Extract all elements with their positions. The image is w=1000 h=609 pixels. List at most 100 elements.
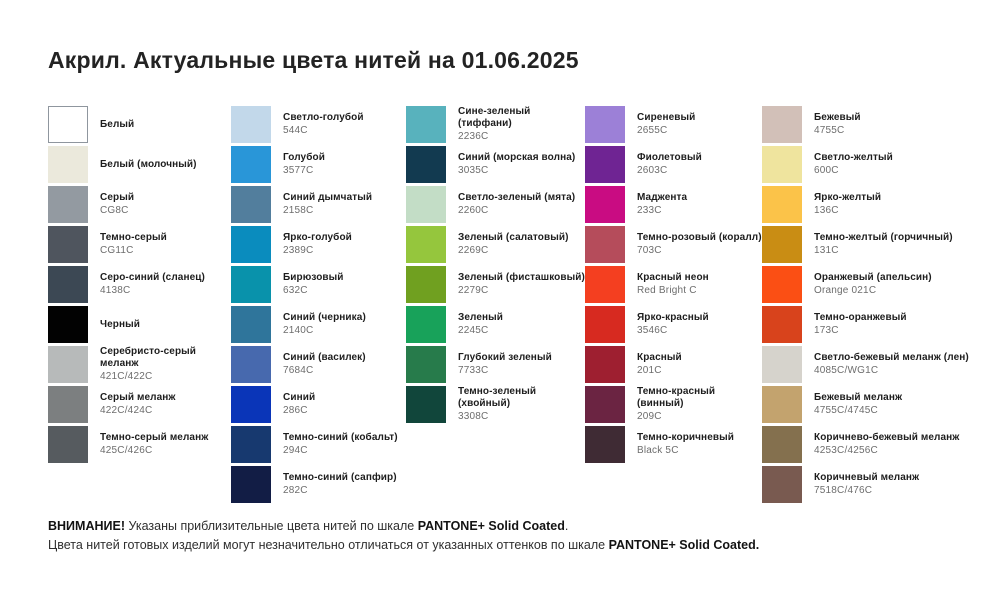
pantone-code: 422C/424C [100, 405, 153, 416]
color-row: Зеленый (фисташковый) 2279C [406, 266, 585, 303]
color-swatch [406, 106, 446, 143]
color-row: Серо-синий (сланец) 4138C [48, 266, 231, 303]
pantone-code: 2389C [283, 245, 314, 256]
color-name: Бирюзовый [283, 272, 344, 283]
color-label: Синий дымчатый 2158C [283, 192, 403, 217]
color-row: Синий дымчатый 2158C [231, 186, 406, 223]
color-row: Темно-оранжевый 173C [762, 306, 977, 343]
color-label: Ярко-желтый 136C [814, 192, 974, 217]
pantone-code: 421C/422C [100, 371, 153, 382]
footer-line-2: Цвета нитей готовых изделий могут незнач… [48, 536, 759, 555]
color-name: Темно-серый меланж [100, 432, 209, 443]
color-label: Черный [100, 319, 210, 331]
color-name: Темно-красный (винный) [637, 386, 716, 409]
color-row: Коричнево-бежевый меланж 4253C/4256C [762, 426, 977, 463]
pantone-code: 7733C [458, 365, 489, 376]
color-swatch [231, 106, 271, 143]
color-swatch [585, 306, 625, 343]
pantone-code: 4138C [100, 285, 131, 296]
pantone-brand: PANTONE+ Solid Coated. [608, 538, 760, 552]
pantone-code: 201C [637, 365, 662, 376]
color-row: Светло-голубой 544C [231, 106, 406, 143]
color-name: Темно-синий (кобальт) [283, 432, 398, 443]
color-name: Ярко-голубой [283, 232, 352, 243]
color-label: Синий (черника) 2140C [283, 312, 403, 337]
color-label: Зеленый (салатовый) 2269C [458, 232, 585, 257]
color-label: Белый (молочный) [100, 159, 210, 171]
color-name: Светло-бежевый меланж (лен) [814, 352, 969, 363]
pantone-brand: PANTONE+ Solid Coated [417, 519, 565, 533]
pantone-code: 294C [283, 445, 308, 456]
color-name: Светло-желтый [814, 152, 893, 163]
page-title: Акрил. Актуальные цвета нитей на 01.06.2… [48, 47, 579, 73]
color-label: Сиреневый 2655C [637, 112, 762, 137]
color-swatch [762, 306, 802, 343]
pantone-code: Orange 021C [814, 285, 877, 296]
color-name: Фиолетовый [637, 152, 702, 163]
color-row: Белый (молочный) [48, 146, 231, 183]
pantone-code: 3546C [637, 325, 668, 336]
color-row: Красный 201C [585, 346, 762, 383]
color-label: Коричнево-бежевый меланж 4253C/4256C [814, 432, 974, 457]
color-name: Белый [100, 118, 135, 130]
color-swatch [762, 346, 802, 383]
color-row: Светло-зеленый (мята) 2260C [406, 186, 585, 223]
color-row: Темно-красный (винный) 209C [585, 386, 762, 423]
color-row: Красный неон Red Bright C [585, 266, 762, 303]
color-label: Ярко-голубой 2389C [283, 232, 403, 257]
color-swatch [231, 146, 271, 183]
color-name: Серебристо-серый меланж [100, 346, 197, 369]
color-row: Ярко-голубой 2389C [231, 226, 406, 263]
color-swatch [762, 426, 802, 463]
pantone-code: Black 5C [637, 445, 679, 456]
color-swatch [762, 226, 802, 263]
color-label: Бирюзовый 632C [283, 272, 403, 297]
pantone-code: 544C [283, 125, 308, 136]
pantone-code: 282C [283, 485, 308, 496]
color-name: Зеленый [458, 312, 504, 323]
color-label: Светло-голубой 544C [283, 112, 403, 137]
color-swatch [585, 426, 625, 463]
color-name: Бежевый меланж [814, 392, 903, 403]
color-name: Коричневый меланж [814, 472, 920, 483]
color-label: Серый меланж 422C/424C [100, 392, 210, 417]
color-swatch [48, 146, 88, 183]
color-column-purples-reds: Сиреневый 2655C Фиолетовый 2603C Маджента 233… [585, 106, 762, 506]
color-name: Зеленый (салатовый) [458, 232, 569, 243]
color-swatch [231, 386, 271, 423]
color-swatch [762, 266, 802, 303]
color-swatch [48, 226, 88, 263]
color-row: Темно-коричневый Black 5C [585, 426, 762, 463]
color-name: Ярко-желтый [814, 192, 882, 203]
color-name: Белый (молочный) [100, 158, 197, 170]
pantone-code: CG8C [100, 205, 129, 216]
color-label: Зеленый 2245C [458, 312, 585, 337]
color-label: Темно-коричневый Black 5C [637, 432, 762, 457]
color-label: Ярко-красный 3546C [637, 312, 762, 337]
color-row: Синий (черника) 2140C [231, 306, 406, 343]
color-swatch [231, 346, 271, 383]
color-row: Голубой 3577C [231, 146, 406, 183]
color-name: Темно-зеленый (хвойный) [458, 386, 537, 409]
color-row: Коричневый меланж 7518C/476C [762, 466, 977, 503]
color-label: Серый CG8C [100, 192, 210, 217]
color-name: Синий дымчатый [283, 192, 373, 203]
color-name: Синий [283, 392, 316, 403]
color-column-greens: Сине-зеленый (тиффани) 2236C Синий (морска… [406, 106, 585, 506]
color-row: Зеленый 2245C [406, 306, 585, 343]
color-name: Маджента [637, 192, 688, 203]
color-column-blues: Светло-голубой 544C Голубой 3577C Синий дымч… [231, 106, 406, 506]
color-swatch [585, 346, 625, 383]
color-swatch [231, 266, 271, 303]
color-name: Темно-оранжевый [814, 312, 907, 323]
pantone-code: 3308C [458, 411, 489, 422]
pantone-code: Red Bright C [637, 285, 697, 296]
pantone-code: 131C [814, 245, 839, 256]
pantone-code: 4085C/WG1C [814, 365, 879, 376]
color-label: Красный 201C [637, 352, 762, 377]
color-label: Синий 286C [283, 392, 403, 417]
color-label: Темно-оранжевый 173C [814, 312, 974, 337]
color-row: Бирюзовый 632C [231, 266, 406, 303]
color-name: Серо-синий (сланец) [100, 272, 205, 283]
color-row: Ярко-красный 3546C [585, 306, 762, 343]
